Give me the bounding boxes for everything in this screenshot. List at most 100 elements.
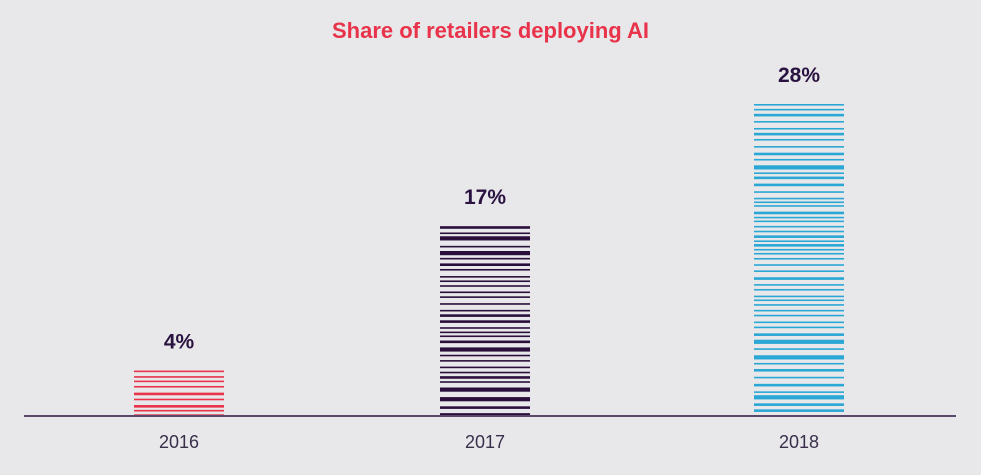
bar-stripe (754, 132, 844, 136)
bar-stripe (440, 376, 530, 379)
bar-stripe (754, 391, 844, 393)
bar-stripe (754, 138, 844, 141)
x-tick-label-2016: 2016 (159, 432, 199, 452)
bar-stripe (754, 376, 844, 379)
bar-stripe (754, 304, 844, 306)
bar-stripe (754, 383, 844, 387)
bar-stripe (754, 409, 844, 412)
bar-stripe (440, 387, 530, 392)
bar-stripe (754, 368, 844, 372)
bar-2017 (440, 226, 530, 415)
bar-stripe (754, 211, 844, 215)
bar-stripe (440, 360, 530, 362)
bar-stripe (440, 335, 530, 338)
bar-stripe (754, 104, 844, 106)
bar-stripe (754, 244, 844, 247)
bar-stripe (134, 376, 224, 378)
bar-stripe (440, 280, 530, 283)
bar-stripe (754, 127, 844, 130)
bar-stripe (754, 183, 844, 187)
bar-stripe (134, 398, 224, 401)
bar-stripe (440, 276, 530, 278)
bar-stripe (440, 285, 530, 287)
bar-stripe (754, 176, 844, 180)
bar-stripe (440, 236, 530, 241)
bar-stripe (754, 277, 844, 280)
bar-stripe (754, 146, 844, 148)
bar-stripe (134, 414, 224, 415)
bar-stripe (754, 201, 844, 204)
bars-group (134, 104, 844, 415)
bar-stripe (440, 347, 530, 352)
bar-stripe (754, 333, 844, 336)
bar-stripe (754, 314, 844, 317)
bar-stripe (440, 406, 530, 409)
value-label-2017: 17% (464, 186, 506, 209)
bar-stripe (754, 205, 844, 207)
bar-stripe (440, 381, 530, 383)
bar-stripe (754, 395, 844, 400)
bar-stripe (754, 158, 844, 161)
bar-stripe (440, 340, 530, 344)
bar-stripe (754, 191, 844, 193)
bar-stripe (754, 165, 844, 170)
bar-stripe (440, 327, 530, 329)
bar-stripe (754, 284, 844, 286)
bar-stripe (134, 380, 224, 383)
bar-stripe (754, 121, 844, 123)
bar-2018 (754, 104, 844, 412)
bar-stripe (440, 263, 530, 266)
value-label-2018: 28% (778, 64, 820, 87)
bar-stripe (440, 257, 530, 260)
bar-stripe (440, 232, 530, 235)
bar-stripe (440, 303, 530, 305)
bar-stripe (440, 413, 530, 415)
bar-stripe (754, 355, 844, 360)
bar-stripe (754, 252, 844, 255)
bar-stripe (440, 309, 530, 312)
bar-stripe (440, 226, 530, 229)
bar-2016 (134, 370, 224, 415)
bar-stripe (134, 409, 224, 412)
bar-stripe (754, 248, 844, 251)
bar-stripe (754, 257, 844, 260)
bar-stripe (754, 403, 844, 406)
bar-stripe (440, 354, 530, 357)
bar-stripe (754, 270, 844, 272)
bar-stripe (754, 230, 844, 233)
bar-stripe (754, 220, 844, 223)
x-tick-label-2017: 2017 (465, 432, 505, 452)
bar-stripe (440, 251, 530, 256)
bar-stripe (134, 392, 224, 396)
bar-stripe (754, 348, 844, 350)
x-tick-label-2018: 2018 (779, 432, 819, 452)
bar-stripe (754, 197, 844, 200)
bar-stripe (440, 366, 530, 369)
bar-stripe (754, 339, 844, 344)
bar-stripe (754, 216, 844, 219)
bar-stripe (134, 405, 224, 408)
bar-stripe (754, 299, 844, 302)
bar-stripe (754, 152, 844, 156)
bar-stripe (754, 326, 844, 329)
bar-stripe (440, 371, 530, 374)
bar-stripe (754, 264, 844, 266)
bar-stripe (440, 331, 530, 334)
bar-stripe (754, 309, 844, 312)
bar-stripe (440, 314, 530, 317)
bar-stripe (754, 321, 844, 324)
bar-stripe (440, 268, 530, 271)
bar-stripe (754, 240, 844, 243)
bar-stripe (440, 296, 530, 298)
chart-title: Share of retailers deploying AI (331, 18, 650, 43)
bar-stripe (754, 288, 844, 291)
bar-stripe (754, 362, 844, 365)
bar-stripe (754, 225, 844, 228)
bar-stripe (754, 235, 844, 238)
bar-stripe (754, 113, 844, 117)
value-label-2016: 4% (164, 331, 195, 354)
bar-stripe (440, 245, 530, 248)
bar-stripe (440, 320, 530, 323)
bar-stripe (134, 370, 224, 373)
